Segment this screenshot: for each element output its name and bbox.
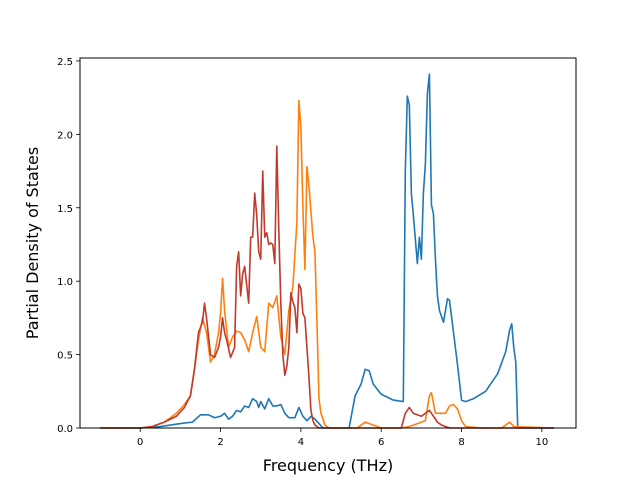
series-line-2 (100, 99, 554, 429)
x-ticks: 0 2 4 6 8 10 (137, 428, 548, 448)
y-tick-label: 2.5 (57, 57, 73, 68)
y-tick-label: 2.0 (57, 130, 73, 141)
y-axis-label: Partial Density of States (23, 147, 42, 339)
y-tick-label: 0.0 (57, 424, 73, 435)
plot-frame (79, 57, 577, 429)
x-tick-label: 8 (458, 437, 464, 448)
x-tick-label: 0 (137, 437, 143, 448)
y-tick-label: 1.0 (57, 277, 73, 288)
y-ticks: 0.0 0.5 1.0 1.5 2.0 2.5 (57, 57, 80, 435)
x-tick-label: 10 (535, 437, 548, 448)
x-tick-label: 6 (378, 437, 384, 448)
series-line-1 (100, 73, 554, 429)
x-tick-label: 4 (298, 437, 304, 448)
series-layer (100, 73, 554, 429)
series-line-3 (100, 145, 554, 429)
x-tick-label: 2 (217, 437, 223, 448)
y-tick-label: 1.5 (57, 204, 73, 215)
x-axis-label: Frequency (THz) (263, 456, 393, 475)
y-tick-label: 0.5 (57, 351, 73, 362)
